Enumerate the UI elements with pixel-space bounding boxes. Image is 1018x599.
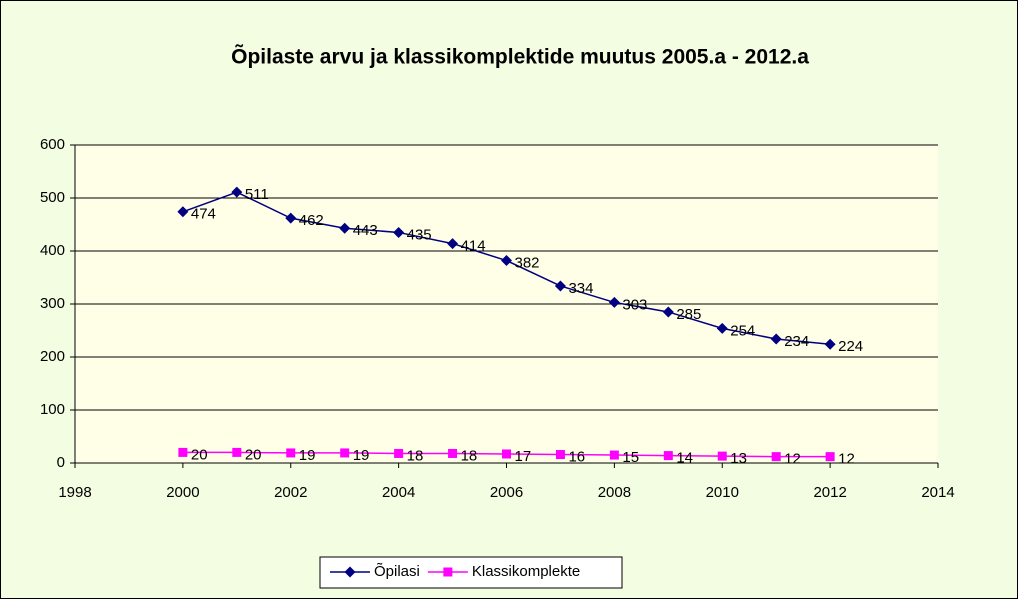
data-point xyxy=(716,322,728,334)
data-label: 511 xyxy=(245,186,269,203)
legend-marker xyxy=(344,566,356,578)
data-label: 13 xyxy=(730,450,747,467)
y-tick-label: 200 xyxy=(40,348,65,365)
data-point xyxy=(448,448,458,458)
data-point xyxy=(662,306,674,318)
data-point xyxy=(663,451,673,461)
data-point xyxy=(232,447,242,457)
x-tick-label: 2014 xyxy=(921,484,954,501)
data-point xyxy=(770,333,782,345)
data-label: 285 xyxy=(676,306,701,323)
data-label: 382 xyxy=(515,255,540,272)
data-label: 17 xyxy=(515,448,532,465)
data-label: 12 xyxy=(784,451,801,468)
x-tick-label: 2012 xyxy=(813,484,846,501)
data-label: 15 xyxy=(622,449,639,466)
data-label: 254 xyxy=(730,322,755,339)
data-label: 19 xyxy=(299,447,316,464)
data-point xyxy=(285,212,297,224)
x-tick-label: 2008 xyxy=(598,484,631,501)
data-point xyxy=(608,296,620,308)
legend-label: Õpilasi xyxy=(374,563,420,580)
data-point xyxy=(177,206,189,218)
data-point xyxy=(609,450,619,460)
legend-marker xyxy=(443,567,453,577)
data-label: 20 xyxy=(245,446,262,463)
data-label: 12 xyxy=(838,451,855,468)
data-label: 414 xyxy=(461,238,486,255)
y-tick-label: 400 xyxy=(40,242,65,259)
data-label: 234 xyxy=(784,333,809,350)
data-point xyxy=(286,448,296,458)
data-label: 18 xyxy=(461,447,478,464)
data-label: 20 xyxy=(191,446,208,463)
data-label: 474 xyxy=(191,206,216,223)
data-label: 16 xyxy=(568,448,585,465)
data-point xyxy=(501,255,512,267)
y-tick-label: 100 xyxy=(40,401,65,418)
data-label: 19 xyxy=(353,447,370,464)
data-point xyxy=(178,447,188,457)
chart-title: Õpilaste arvu ja klassikomplektide muutu… xyxy=(231,45,809,69)
data-point xyxy=(824,338,836,350)
data-label: 334 xyxy=(568,280,593,297)
data-label: 303 xyxy=(622,296,647,313)
data-label: 224 xyxy=(838,338,863,355)
data-point xyxy=(394,448,404,458)
x-tick-label: 2004 xyxy=(382,484,415,501)
x-tick-label: 2000 xyxy=(166,484,199,501)
data-label: 443 xyxy=(353,222,378,239)
data-point xyxy=(771,452,781,462)
data-label: 14 xyxy=(676,450,693,467)
data-point xyxy=(339,222,351,234)
data-point xyxy=(825,452,835,462)
x-tick-label: 2010 xyxy=(706,484,739,501)
y-tick-label: 500 xyxy=(40,189,65,206)
y-tick-label: 0 xyxy=(57,454,65,471)
x-tick-label: 2006 xyxy=(490,484,523,501)
y-tick-label: 600 xyxy=(40,136,65,153)
data-point xyxy=(447,238,459,250)
data-point xyxy=(502,449,511,459)
x-tick-label: 1998 xyxy=(58,484,91,501)
data-point xyxy=(231,186,243,198)
data-point xyxy=(717,451,727,461)
data-point xyxy=(393,226,405,238)
data-label: 18 xyxy=(407,447,424,464)
data-point xyxy=(555,450,565,460)
data-label: 462 xyxy=(299,212,324,229)
legend xyxy=(319,556,623,589)
data-label: 435 xyxy=(407,226,432,243)
y-tick-label: 300 xyxy=(40,295,65,312)
data-point xyxy=(554,280,566,292)
data-point xyxy=(340,448,350,458)
legend-label: Klassikomplekte xyxy=(472,563,580,580)
x-tick-label: 2002 xyxy=(274,484,307,501)
